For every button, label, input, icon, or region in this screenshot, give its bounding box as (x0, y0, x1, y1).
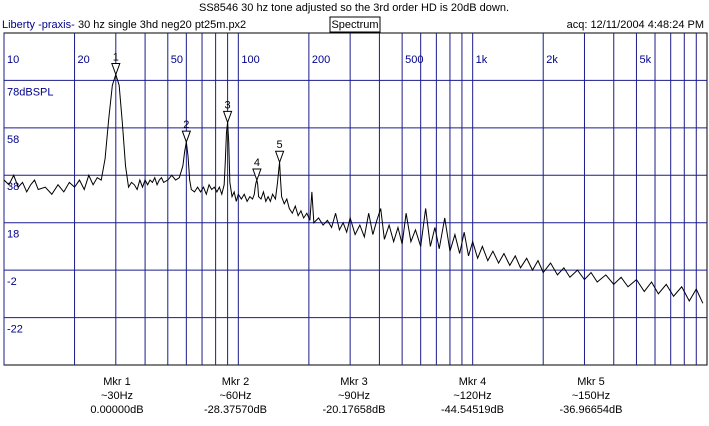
marker-readout: -20.17658dB (323, 404, 386, 416)
marker-label: 2 (183, 119, 189, 131)
marker-label: 5 (277, 139, 283, 151)
x-tick-label: 100 (241, 54, 259, 66)
marker-name: Mkr 2 (222, 376, 250, 388)
marker-triangle (222, 110, 233, 124)
acquired: acq: 12/11/2004 4:48:24 PM (567, 19, 704, 31)
marker-readout: 0.00000dB (90, 404, 143, 416)
x-tick-label: 2k (546, 54, 558, 66)
marker-readout: -28.37570dB (204, 404, 267, 416)
title: SS8546 30 hz tone adjusted so the 3rd or… (199, 2, 509, 14)
y-tick-label: -2 (7, 276, 17, 288)
marker-label: 3 (225, 99, 231, 111)
marker-readout: -36.96654dB (560, 404, 623, 416)
x-tick-label: 500 (405, 54, 423, 66)
y-tick-label: 58 (7, 134, 19, 146)
x-tick-label: 20 (78, 54, 90, 66)
marker-triangle (252, 168, 262, 182)
file-name: 30 hz single 3hd neg20 pt25m.px2 (78, 19, 246, 31)
marker-frequency: ~60Hz (219, 390, 251, 402)
view-button[interactable]: Spectrum (331, 19, 378, 31)
plot: 10 20 50 100 200 500 1k 2k 5k 78dBSPL 58 38 18 -2 -22 1… (3, 32, 708, 366)
y-tick-label: 38 (7, 181, 19, 193)
marker-name: Mkr 4 (459, 376, 487, 388)
x-tick-label: 50 (171, 54, 183, 66)
y-tick-label: 78dBSPL (7, 86, 53, 98)
marker-triangle (111, 63, 121, 76)
marker-readouts: Mkr 1 ~30Hz 0.00000dB Mkr 2 ~60Hz -28.37570dB… (90, 376, 622, 416)
x-tick-label: 10 (7, 54, 19, 66)
marker-readout: -44.54519dB (441, 404, 504, 416)
x-tick-label: 5k (639, 54, 651, 66)
marker-label: 4 (254, 157, 260, 169)
marker-name: Mkr 5 (577, 376, 605, 388)
marker-frequency: ~150Hz (572, 390, 610, 402)
marker-frequency: ~30Hz (101, 390, 133, 402)
spectrum-line (3, 72, 704, 304)
plot-area (3, 32, 708, 366)
marker-frequency: ~120Hz (453, 390, 491, 402)
view-button-frame[interactable] (329, 16, 381, 33)
y-tick-label: 18 (7, 229, 19, 241)
marker-triangle (274, 150, 285, 164)
x-tick-label: 1k (476, 54, 488, 66)
source: Liberty -praxis- (2, 19, 75, 31)
marker-frequency: ~90Hz (338, 390, 370, 402)
marker-label: 1 (113, 51, 119, 63)
marker-triangle (181, 130, 192, 144)
marker-name: Mkr 1 (103, 376, 131, 388)
x-tick-label: 200 (312, 54, 330, 66)
y-tick-label: -22 (7, 323, 23, 335)
marker-name: Mkr 3 (340, 376, 368, 388)
